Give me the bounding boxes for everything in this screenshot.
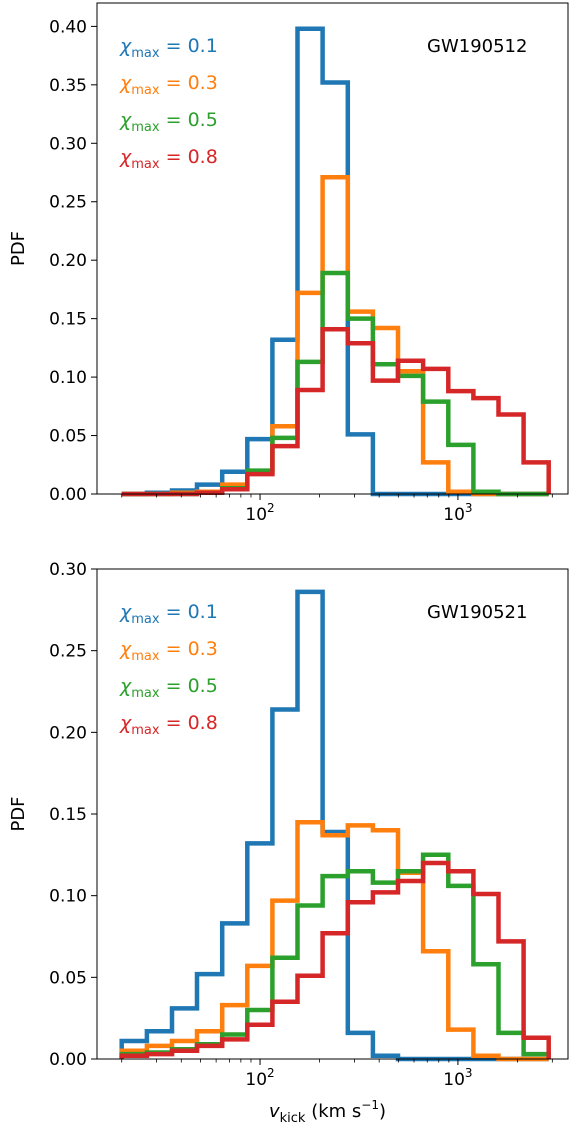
y-axis-label: PDF [8,231,29,266]
y-tick-label: 0.25 [49,193,87,213]
x-axis-label: vkick (km s−1) [269,1098,386,1125]
legend-entry-chi-0-3: χmax = 0.3 [119,72,218,98]
y-tick-label: 0.25 [49,642,87,662]
legend-entry-chi-0-1: χmax = 0.1 [119,601,218,627]
legend-entry-chi-0-8: χmax = 0.8 [119,146,218,172]
legend-entry-chi-0-8: χmax = 0.8 [119,712,218,738]
y-tick-label: 0.05 [49,968,87,988]
event-label: GW190512 [427,36,527,57]
x-tick-label: 102 [245,1066,274,1090]
histogram-series-chi-0-1 [119,589,549,1062]
y-tick-label: 0.05 [49,427,87,447]
legend-entry-chi-0-5: χmax = 0.5 [119,675,218,701]
legend-entry-chi-0-3: χmax = 0.3 [119,638,218,664]
legend-entry-chi-0-5: χmax = 0.5 [119,109,218,135]
panel-gw190512: 0.00 0.05 0.10 0.15 0.20 0.25 0.30 0.35 0.40 102 1… [8,2,569,525]
histogram-series-chi-0-1 [121,26,549,497]
x-tick-label: 103 [443,501,472,525]
y-tick-label: 0.40 [49,17,87,37]
histogram-series-chi-0-8 [119,860,551,1059]
histogram-series-chi-0-3 [121,174,549,497]
x-tick-label: 103 [443,1066,472,1090]
event-label: GW190521 [427,602,527,623]
y-tick-label: 0.10 [49,368,87,388]
histogram-series-chi-0-5 [121,270,549,497]
y-tick-label: 0.35 [49,76,87,96]
y-tick-label: 0.15 [49,310,87,330]
y-tick-label: 0.30 [49,560,87,580]
y-tick-label: 0.20 [49,251,87,271]
histogram-series-chi-0-5 [119,852,551,1059]
histogram-series-chi-0-8 [121,326,551,497]
y-tick-label: 0.10 [49,887,87,907]
panel-gw190521: 0.00 0.05 0.10 0.15 0.20 0.25 0.30 102 103 PDF vki… [8,560,569,1125]
y-tick-label: 0.20 [49,723,87,743]
y-tick-label: 0.00 [49,485,87,505]
y-tick-label: 0.30 [49,134,87,154]
y-tick-label: 0.15 [49,805,87,825]
histogram-series-chi-0-3 [119,819,549,1062]
axes-frame [96,2,569,495]
y-axis-label: PDF [8,796,29,831]
x-tick-label: 102 [245,501,274,525]
legend-entry-chi-0-1: χmax = 0.1 [119,35,218,61]
y-tick-label: 0.00 [49,1050,87,1070]
